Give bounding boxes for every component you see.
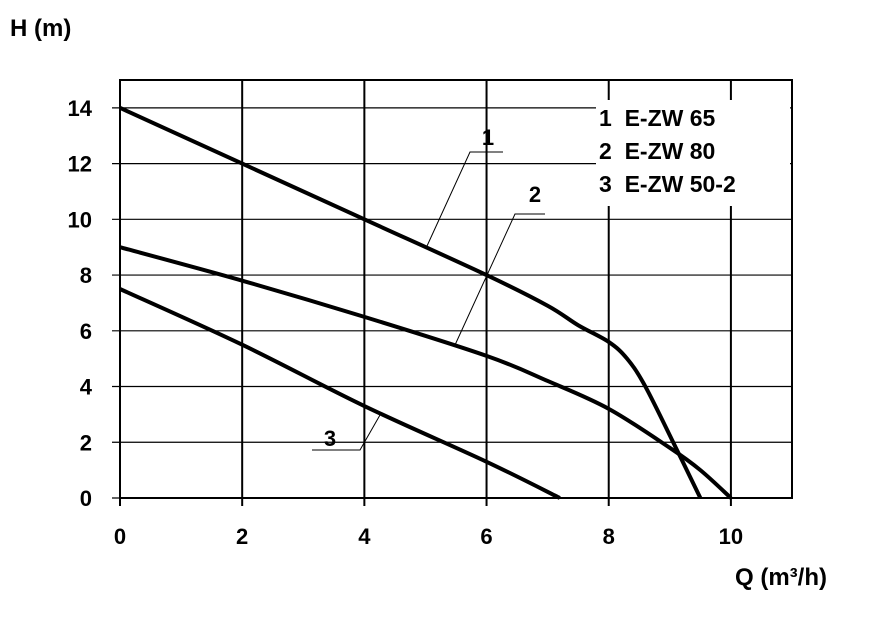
curve-label-2: 2 — [529, 182, 541, 207]
y-tick-label: 8 — [80, 263, 92, 288]
legend-entry: 1 E-ZW 65 — [599, 105, 716, 131]
y-tick-label: 10 — [68, 207, 92, 232]
x-tick-label: 0 — [114, 524, 126, 549]
y-tick-label: 2 — [80, 430, 92, 455]
y-tick-label: 0 — [80, 486, 92, 511]
x-tick-label: 8 — [603, 524, 615, 549]
curve-3 — [119, 287, 561, 500]
legend-entry: 3 E-ZW 50-2 — [599, 171, 736, 197]
curve-label-1: 1 — [482, 125, 494, 150]
y-tick-label: 4 — [80, 375, 93, 400]
x-tick-label: 4 — [358, 524, 371, 549]
y-axis-label: H (m) — [10, 15, 71, 42]
curve-label-3: 3 — [324, 426, 336, 451]
y-tick-label: 14 — [68, 96, 93, 121]
curve-1 — [119, 106, 703, 499]
leader-line-3 — [312, 414, 381, 451]
x-axis-label: Q (m³/h) — [735, 564, 827, 591]
x-tick-label: 6 — [480, 524, 492, 549]
leader-line-2 — [454, 213, 545, 346]
y-tick-label: 6 — [80, 319, 92, 344]
curve-2 — [119, 245, 733, 500]
y-tick-label: 12 — [68, 152, 92, 177]
legend-entry: 2 E-ZW 80 — [599, 138, 715, 164]
legend-background — [596, 100, 790, 206]
x-tick-label: 10 — [719, 524, 743, 549]
leader-line-1 — [426, 151, 503, 247]
x-tick-label: 2 — [236, 524, 248, 549]
